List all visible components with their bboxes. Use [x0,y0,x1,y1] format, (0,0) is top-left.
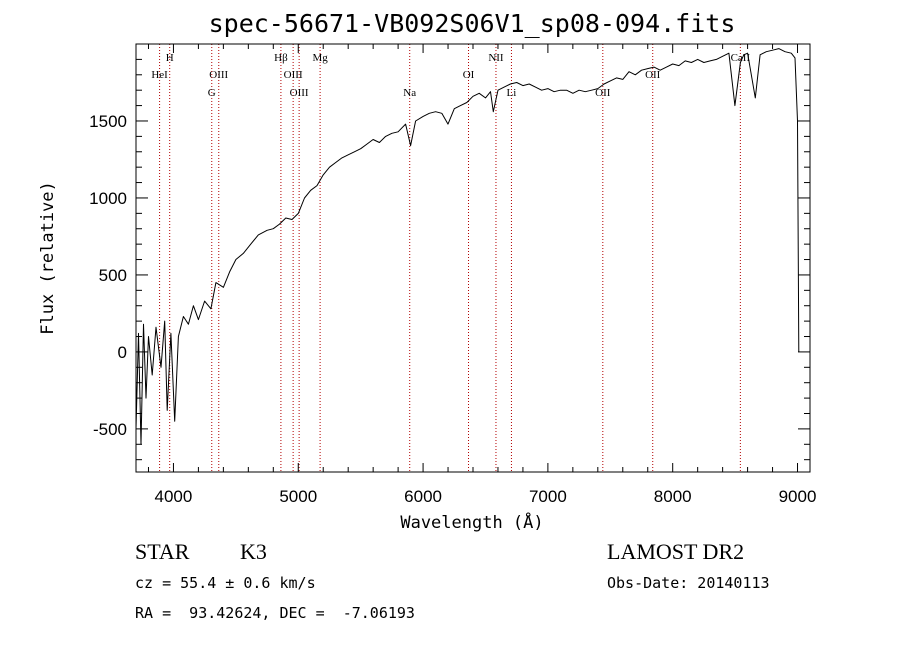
chart-title: spec-56671-VB092S06V1_sp08-094.fits [209,9,736,38]
spectral-line-markers: H HeI OIII G Hβ Mg OIII OIII Na OI NII Li OII OII CaII [151,44,750,472]
y-tick-label: 1000 [89,189,127,208]
y-tick-label: 0 [118,343,127,362]
line-marker-label: Na [403,87,416,99]
axes: 4000 5000 6000 7000 8000 9000 -500 0 500 1000 1500 [89,43,817,506]
obs-date: Obs-Date: 20140113 [607,574,770,592]
line-marker-label: Mg [312,52,328,64]
y-axis-label: Flux (relative) [38,181,58,335]
line-marker-label: OII [645,69,661,81]
coords-readout: RA = 93.42624, DEC = -7.06193 [135,604,415,622]
line-marker-label: OIII [284,69,303,81]
y-tick-label: 1500 [89,112,127,131]
x-tick-label: 6000 [404,487,442,506]
x-tick-label: 8000 [654,487,692,506]
line-marker-label: CaII [731,52,751,64]
cz-readout: cz = 55.4 ± 0.6 km/s [135,574,316,592]
line-marker-label: NII [488,52,504,64]
x-tick-label: 4000 [155,487,193,506]
line-marker-label: HeI [151,69,168,81]
line-marker-label: G [208,87,216,99]
line-marker-label: H [166,52,174,64]
spectrum-line [135,48,800,445]
survey-label: LAMOST DR2 [607,539,745,564]
line-marker-label: OIII [209,69,228,81]
line-marker-label: Hβ [274,52,288,64]
x-axis-label: Wavelength (Å) [400,511,543,533]
class-label: STAR [135,539,190,564]
y-tick-label: -500 [93,420,127,439]
subclass-label: K3 [240,539,267,564]
x-tick-label: 5000 [279,487,317,506]
x-tick-label: 7000 [529,487,567,506]
line-marker-label: OIII [290,87,309,99]
spectrum-series [135,48,800,445]
y-tick-label: 500 [99,266,127,285]
line-marker-label: OI [463,69,475,81]
line-marker-label: Li [507,87,517,99]
line-marker-label: OII [595,87,611,99]
x-tick-label: 9000 [779,487,817,506]
